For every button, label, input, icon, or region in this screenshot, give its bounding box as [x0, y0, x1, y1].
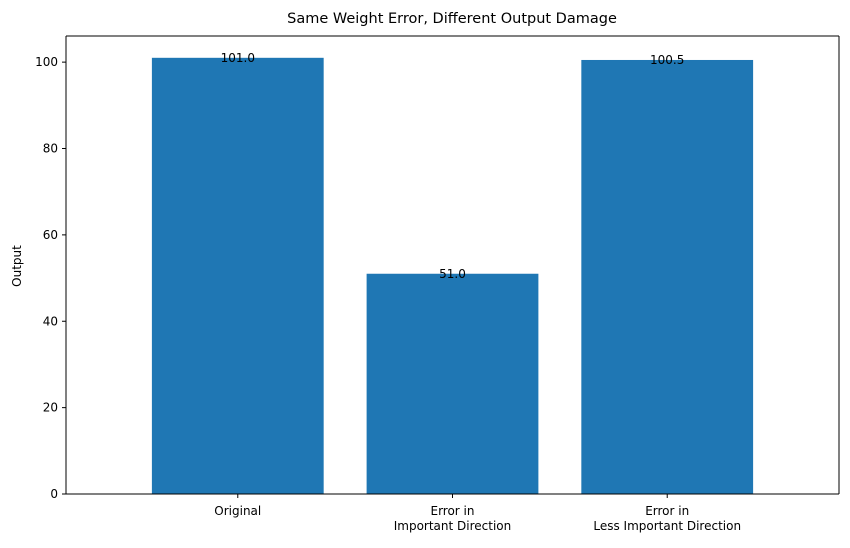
y-tick-label: 80 — [43, 142, 58, 156]
chart-title: Same Weight Error, Different Output Dama… — [287, 11, 617, 27]
y-tick-label: 100 — [35, 55, 58, 69]
y-tick-label: 20 — [43, 401, 58, 415]
x-tick-label: Original — [214, 504, 261, 518]
data-label: 101.0 — [221, 51, 255, 65]
x-tick-label: Error in — [430, 504, 474, 518]
y-axis-label: Output — [10, 245, 24, 287]
bar — [581, 59, 754, 494]
bar — [151, 57, 324, 495]
y-tick-label: 0 — [50, 487, 58, 501]
bar — [366, 273, 539, 494]
y-tick-label: 60 — [43, 228, 58, 242]
x-tick-label: Important Direction — [394, 519, 512, 533]
x-tick-label: Error in — [645, 504, 689, 518]
data-label: 51.0 — [439, 267, 466, 281]
x-tick-label: Less Important Direction — [593, 519, 741, 533]
data-label: 100.5 — [650, 53, 684, 67]
y-tick-label: 40 — [43, 314, 58, 328]
